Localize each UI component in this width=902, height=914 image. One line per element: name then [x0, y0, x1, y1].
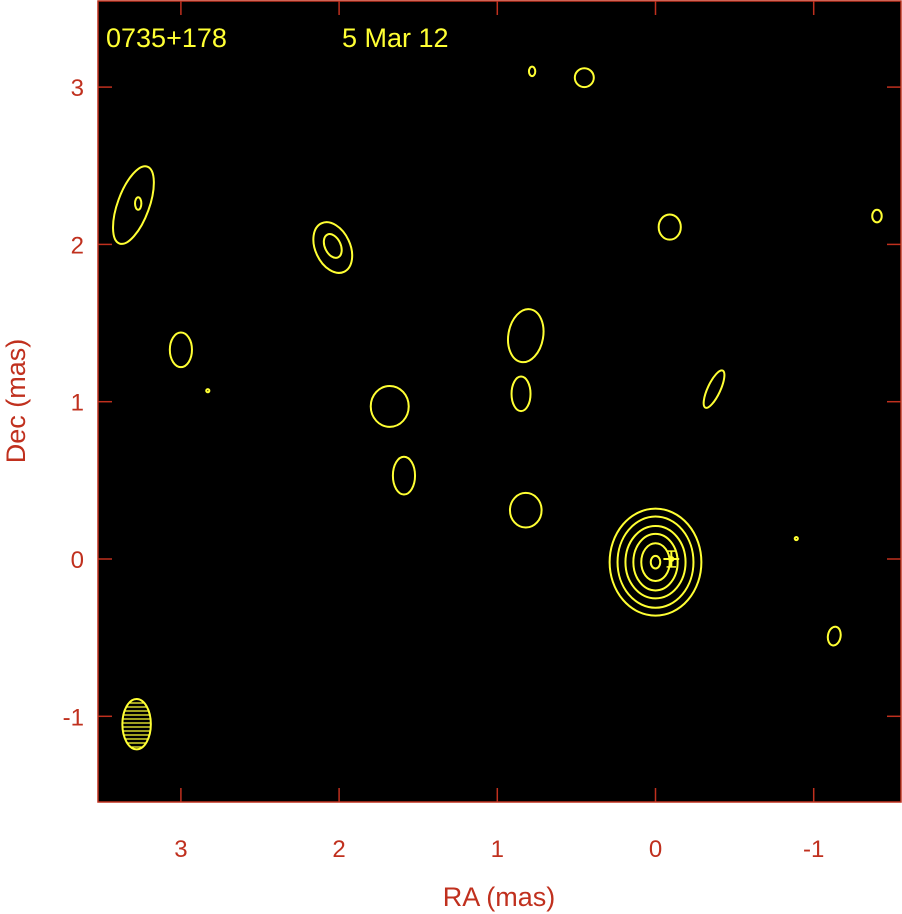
contour — [657, 213, 682, 241]
contour — [391, 455, 417, 496]
contour — [573, 67, 595, 89]
contour — [322, 233, 343, 259]
contour-layer — [112, 65, 883, 647]
contour — [826, 625, 842, 647]
y-tick-label: -1 — [63, 704, 84, 731]
contour — [112, 165, 155, 245]
x-tick-label: -1 — [803, 836, 824, 863]
core-contour — [649, 554, 662, 570]
plot-area — [97, 0, 902, 803]
core-contour — [640, 542, 671, 583]
contour — [793, 535, 799, 542]
contour — [871, 208, 883, 224]
x-tick-label: 1 — [491, 836, 504, 863]
core-contour — [624, 524, 687, 600]
contour — [510, 375, 532, 413]
y-axis-title: Dec (mas) — [1, 339, 31, 464]
y-tick-label: 3 — [71, 75, 84, 102]
y-tick-label: 1 — [71, 390, 84, 417]
contour — [134, 196, 143, 211]
y-tick-label: 2 — [71, 232, 84, 259]
source-name: 0735+178 — [106, 23, 227, 53]
contour — [527, 65, 537, 78]
x-tick-labels: 3 2 1 0 -1 — [174, 836, 824, 863]
core-contour — [632, 532, 679, 592]
x-tick-label: 0 — [649, 836, 662, 863]
model-components — [663, 550, 680, 568]
contour — [168, 331, 193, 369]
core-contour — [608, 507, 703, 617]
contour — [702, 369, 726, 409]
y-tick-label: 0 — [71, 547, 84, 574]
contour — [507, 308, 545, 364]
axis-ticks — [98, 1, 901, 802]
core-contour — [616, 515, 695, 609]
contour — [312, 221, 354, 274]
beam-outline — [121, 697, 152, 751]
observation-date: 5 Mar 12 — [342, 23, 449, 53]
contour — [508, 491, 543, 529]
y-tick-labels: 3 2 1 0 -1 — [63, 75, 84, 731]
contour — [205, 388, 211, 394]
x-axis-title: RA (mas) — [443, 882, 556, 912]
component-center — [668, 556, 675, 562]
x-tick-label: 3 — [174, 836, 187, 863]
contour — [369, 384, 410, 428]
x-tick-label: 2 — [332, 836, 345, 863]
